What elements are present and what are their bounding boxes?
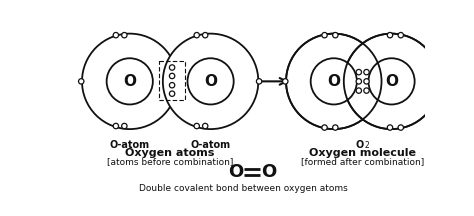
Circle shape — [364, 69, 369, 75]
Circle shape — [169, 65, 175, 70]
Text: O: O — [228, 163, 243, 181]
Circle shape — [202, 32, 208, 38]
Circle shape — [256, 79, 262, 84]
Text: O: O — [327, 74, 340, 89]
Circle shape — [107, 58, 153, 105]
Text: Double covalent bond between oxygen atoms: Double covalent bond between oxygen atom… — [138, 184, 347, 193]
Circle shape — [194, 32, 200, 38]
Text: O-atom: O-atom — [109, 140, 150, 150]
Circle shape — [310, 58, 357, 105]
Text: O: O — [204, 74, 217, 89]
Circle shape — [333, 32, 338, 38]
Circle shape — [356, 79, 362, 84]
Text: Oxygen atoms: Oxygen atoms — [125, 148, 214, 158]
Circle shape — [387, 32, 392, 38]
Bar — [159, 61, 185, 100]
Circle shape — [398, 32, 403, 38]
Circle shape — [368, 58, 415, 105]
Circle shape — [122, 123, 127, 129]
Circle shape — [356, 88, 362, 93]
Circle shape — [398, 125, 403, 130]
Circle shape — [364, 88, 369, 93]
Circle shape — [79, 79, 84, 84]
Circle shape — [163, 34, 258, 129]
Circle shape — [322, 32, 327, 38]
Circle shape — [169, 73, 175, 79]
Text: O: O — [261, 163, 277, 181]
Circle shape — [113, 32, 118, 38]
Circle shape — [194, 123, 200, 129]
Circle shape — [364, 79, 369, 84]
Text: O: O — [123, 74, 136, 89]
Text: O: O — [356, 140, 364, 150]
Circle shape — [122, 32, 127, 38]
Text: O: O — [385, 74, 398, 89]
Circle shape — [82, 34, 177, 129]
Circle shape — [286, 34, 382, 129]
Text: [atoms before combination]: [atoms before combination] — [107, 157, 233, 166]
Circle shape — [283, 79, 288, 84]
Circle shape — [387, 125, 392, 130]
Circle shape — [188, 58, 234, 105]
Circle shape — [333, 125, 338, 130]
Circle shape — [202, 123, 208, 129]
Text: O-atom: O-atom — [191, 140, 231, 150]
Circle shape — [113, 123, 118, 129]
Text: Oxygen molecule: Oxygen molecule — [309, 148, 416, 158]
Circle shape — [169, 83, 175, 88]
Text: 2: 2 — [364, 141, 369, 150]
Circle shape — [322, 125, 327, 130]
Circle shape — [344, 34, 439, 129]
Text: [formed after combination]: [formed after combination] — [301, 157, 424, 166]
Circle shape — [356, 69, 362, 75]
Circle shape — [169, 91, 175, 96]
Circle shape — [438, 79, 443, 84]
